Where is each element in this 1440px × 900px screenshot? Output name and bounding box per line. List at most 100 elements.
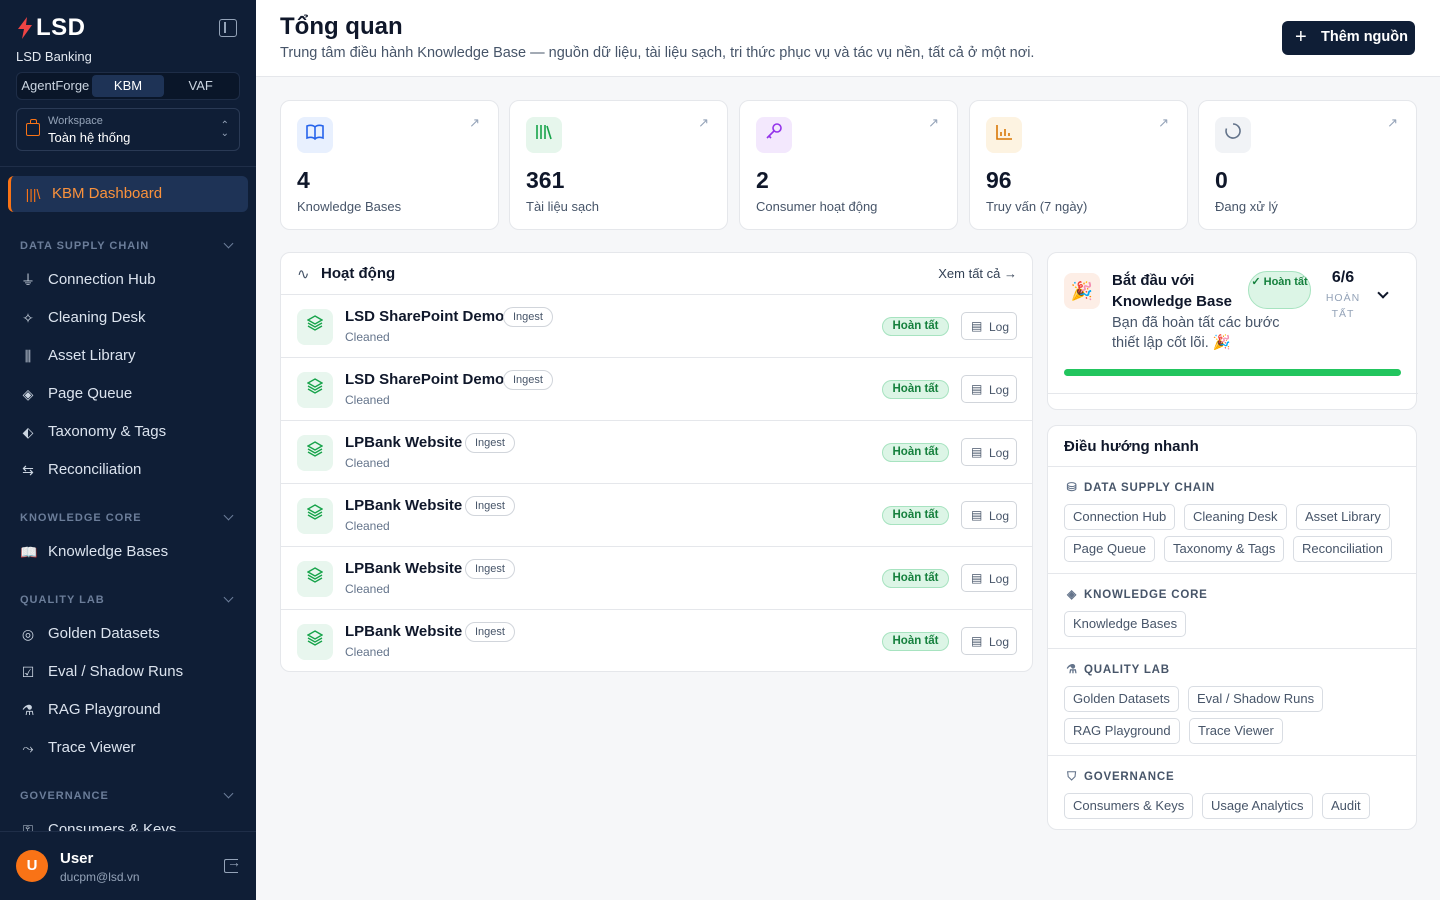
chevron-down-icon[interactable] (223, 592, 234, 603)
job-type-tag: Ingest (465, 433, 515, 453)
main-content: Tổng quan Trung tâm điều hành Knowledge … (256, 0, 1440, 900)
app-tab-vaf[interactable]: VAF (188, 78, 213, 93)
app-switcher: AgentForge KBM VAF (16, 72, 240, 100)
sidebar-item-label: Reconciliation (48, 461, 142, 478)
log-button[interactable]: ▤ Log (961, 564, 1017, 592)
quick-nav-section: ⚗ QUALITY LAB Golden Datasets Eval / Shadow… (1048, 648, 1416, 755)
log-button[interactable]: ▤ Log (961, 375, 1017, 403)
app-tab-agentforge[interactable]: AgentForge (21, 78, 90, 93)
log-button[interactable]: ▤ Log (961, 501, 1017, 529)
add-source-button[interactable]: + Thêm nguồn (1282, 21, 1415, 55)
status-badge: Hoàn tất (882, 443, 949, 462)
sidebar-item-label: Asset Library (48, 347, 136, 364)
activity-row[interactable]: LSD SharePoint Demo Ingest Cleaned Hoàn tất… (281, 295, 1032, 358)
sidebar-item-label: Cleaning Desk (48, 309, 146, 326)
chevron-down-icon[interactable] (223, 510, 234, 521)
add-source-label: Thêm nguồn (1321, 29, 1408, 45)
section-knowledge-core: KNOWLEDGE CORE (20, 512, 142, 524)
status-badge-label: Hoàn tất (1263, 276, 1308, 288)
quick-nav-chip[interactable]: Trace Viewer (1189, 718, 1283, 744)
workspace-label: Workspace (48, 115, 103, 127)
quick-nav-chip[interactable]: Cleaning Desk (1184, 504, 1287, 530)
sidebar-item-cleaning-desk[interactable]: ✧ Cleaning Desk (8, 301, 248, 335)
chevron-down-icon[interactable] (1377, 287, 1389, 299)
logout-icon[interactable] (224, 854, 241, 873)
app-tab-kbm[interactable]: KBM (91, 75, 165, 97)
activity-header: ∿ Hoạt động Xem tất cả → (281, 253, 1032, 295)
layers-icon (297, 624, 333, 660)
quick-nav-chip[interactable]: Audit (1322, 793, 1370, 819)
row-source-name: LPBank Website (345, 560, 463, 577)
row-status-text: Cleaned (345, 645, 390, 659)
collapse-sidebar-icon[interactable] (219, 19, 237, 37)
job-type-tag: Ingest (465, 622, 515, 642)
stat-card-queries[interactable]: ↗ 96 Truy vấn (7 ngày) (969, 100, 1188, 230)
stat-card-processing[interactable]: ↗ 0 Đang xử lý (1198, 100, 1417, 230)
quick-nav-chip[interactable]: Golden Datasets (1064, 686, 1179, 712)
scroll-text-icon: ▤ (971, 571, 983, 585)
sidebar-item-eval-shadow-runs[interactable]: ☑ Eval / Shadow Runs (8, 655, 248, 689)
section-title-text: QUALITY LAB (1084, 664, 1170, 676)
quick-nav-chip[interactable]: Taxonomy & Tags (1164, 536, 1285, 562)
onboarding-title: Bắt đầu với Knowledge Base (1112, 272, 1233, 310)
activity-panel: ∿ Hoạt động Xem tất cả → LSD SharePoint … (280, 252, 1033, 672)
quick-nav-chip[interactable]: Usage Analytics (1202, 793, 1313, 819)
key-icon (756, 117, 792, 153)
log-button[interactable]: ▤ Log (961, 627, 1017, 655)
stat-value: 96 (986, 167, 1012, 193)
chevron-down-icon[interactable] (223, 238, 234, 249)
stat-card-clean-documents[interactable]: ↗ 361 Tài liệu sạch (509, 100, 728, 230)
sidebar-item-label: Page Queue (48, 385, 133, 402)
sidebar-item-asset-library[interactable]: ⫼ Asset Library (8, 339, 248, 373)
sidebar-item-rag-playground[interactable]: ⚗ RAG Playground (8, 693, 248, 727)
activity-row[interactable]: LPBank Website Ingest Cleaned Hoàn tất ▤ Log (281, 421, 1032, 484)
activity-row[interactable]: LPBank Website Ingest Cleaned Hoàn tất ▤ Log (281, 610, 1032, 671)
chevrons-up-down-icon: ⌃ ⌄ (220, 120, 229, 139)
sidebar-item-taxonomy-tags[interactable]: ⬖ Taxonomy & Tags (8, 415, 248, 449)
onboarding-description: Bạn đã hoàn tất các bước thiết lập cốt l… (1112, 315, 1280, 351)
layers-icon: ◈ (22, 386, 34, 402)
chevron-down-icon[interactable] (223, 788, 234, 799)
layers-icon (297, 309, 333, 345)
activity-row[interactable]: LPBank Website Ingest Cleaned Hoàn tất ▤ Log (281, 547, 1032, 610)
tag-icon: ⬖ (22, 424, 34, 440)
plus-icon: + (1295, 26, 1307, 48)
stats-row: ↗ 4 Knowledge Bases ↗ 361 Tài liệu sạch … (280, 100, 1417, 230)
quick-nav-chip[interactable]: RAG Playground (1064, 718, 1180, 744)
quick-nav-chip[interactable]: Connection Hub (1064, 504, 1176, 530)
job-type-tag: Ingest (465, 559, 515, 579)
log-button[interactable]: ▤ Log (961, 438, 1017, 466)
sidebar-item-kbm-dashboard[interactable]: |||\ KBM Dashboard (8, 176, 248, 212)
shield-check-icon: ⛉ (1067, 769, 1077, 783)
log-button[interactable]: ▤ Log (961, 312, 1017, 340)
row-source-name: LPBank Website (345, 623, 463, 640)
log-label: Log (989, 383, 1010, 397)
section-quality-lab: QUALITY LAB (20, 594, 105, 606)
quick-nav-section-title: ⛉ GOVERNANCE (1064, 769, 1174, 784)
quick-nav-chip[interactable]: Consumers & Keys (1064, 793, 1194, 819)
quick-nav-chip[interactable]: Asset Library (1296, 504, 1390, 530)
sidebar-item-trace-viewer[interactable]: ⤳ Trace Viewer (8, 731, 248, 765)
quick-nav-chip[interactable]: Knowledge Bases (1064, 611, 1187, 637)
stat-card-active-consumers[interactable]: ↗ 2 Consumer hoạt động (739, 100, 958, 230)
quick-nav-chip[interactable]: Page Queue (1064, 536, 1156, 562)
layers-icon (297, 561, 333, 597)
sidebar-item-connection-hub[interactable]: ⏚ Connection Hub (8, 263, 248, 297)
party-popper-icon: 🎉 (1064, 273, 1100, 309)
sidebar-item-reconciliation[interactable]: ⇆ Reconciliation (8, 453, 248, 487)
sidebar-item-page-queue[interactable]: ◈ Page Queue (8, 377, 248, 411)
sidebar-item-knowledge-bases[interactable]: 📖 Knowledge Bases (8, 535, 248, 569)
quick-nav-chip[interactable]: Eval / Shadow Runs (1188, 686, 1324, 712)
sidebar-item-golden-datasets[interactable]: ◎ Golden Datasets (8, 617, 248, 651)
view-all-link[interactable]: Xem tất cả → (938, 266, 1017, 281)
activity-row[interactable]: LPBank Website Ingest Cleaned Hoàn tất ▤ Log (281, 484, 1032, 547)
avatar[interactable]: U (16, 850, 48, 882)
quick-nav-chip[interactable]: Reconciliation (1293, 536, 1392, 562)
stat-card-knowledge-bases[interactable]: ↗ 4 Knowledge Bases (280, 100, 499, 230)
flask-icon: ⚗ (1066, 662, 1078, 676)
arrow-right-icon: → (1004, 266, 1017, 281)
workspace-selector[interactable]: Workspace Toàn hệ thống ⌃ ⌄ (16, 108, 240, 151)
job-type-tag: Ingest (503, 307, 553, 327)
brand-logo[interactable]: LSD (16, 14, 86, 42)
activity-row[interactable]: LSD SharePoint Demo Ingest Cleaned Hoàn tất… (281, 358, 1032, 421)
